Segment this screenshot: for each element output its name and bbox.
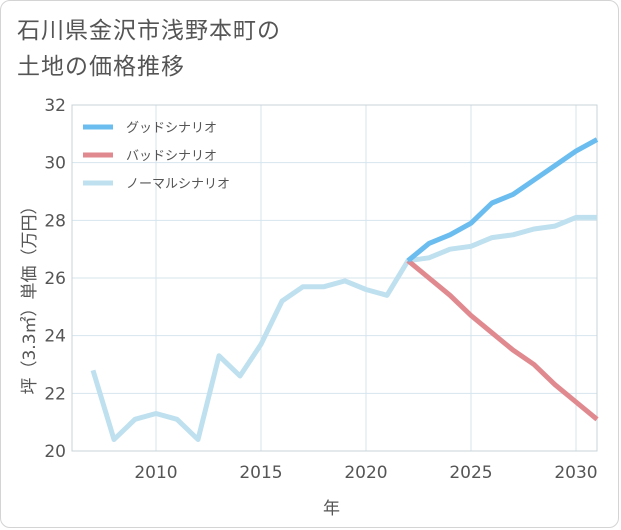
x-tick-label: 2020 — [344, 463, 387, 483]
y-tick-label: 20 — [44, 442, 66, 462]
axes: 20 22 24 26 28 30 32 2010 2015 2020 2025 2030 年 坪（3.3… — [20, 96, 598, 519]
y-tick-label: 26 — [44, 269, 66, 289]
x-tick-label: 2010 — [134, 463, 177, 483]
plot-frame — [71, 104, 598, 452]
chart-title-line-1: 石川県金沢市浅野本町の — [17, 18, 281, 44]
series-line-normal — [90, 214, 597, 442]
y-tick-label: 28 — [44, 211, 66, 231]
plot-area-border — [71, 104, 598, 452]
series-line-good — [406, 137, 599, 263]
legend-label-bad: バッドシナリオ — [126, 149, 217, 164]
chart-title: 石川県金沢市浅野本町の 土地の価格推移 — [17, 13, 281, 85]
y-tick-label: 24 — [44, 327, 66, 347]
x-tick-label: 2030 — [554, 463, 597, 483]
y-tick-label: 30 — [44, 154, 66, 174]
x-tick-label: 2015 — [239, 463, 282, 483]
series-lines — [90, 137, 599, 442]
series-line-bad — [406, 258, 599, 422]
legend-label-normal: ノーマルシナリオ — [126, 177, 230, 192]
y-axis-title: 坪（3.3㎡）単価（万円） — [20, 197, 40, 394]
y-tick-label: 32 — [44, 96, 66, 116]
chart-title-line-2: 土地の価格推移 — [17, 54, 185, 80]
legend-label-good: グッドシナリオ — [126, 121, 217, 136]
y-tick-label: 22 — [44, 384, 66, 404]
x-axis-title: 年 — [323, 499, 340, 519]
x-tick-label: 2025 — [449, 463, 492, 483]
